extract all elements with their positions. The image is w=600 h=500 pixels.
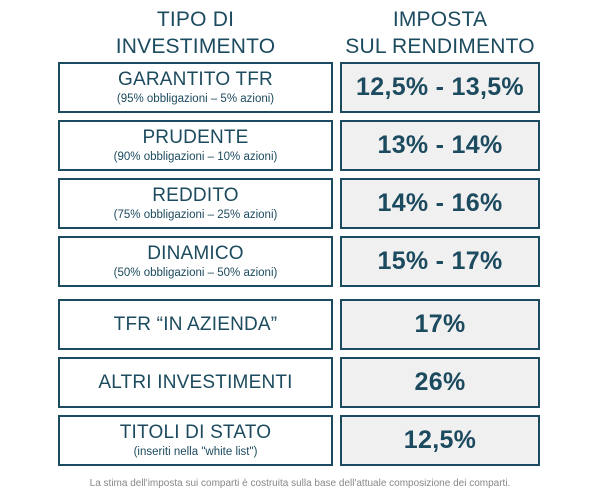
tax-rate-cell: 13% - 14% (340, 120, 540, 171)
header-investment-type: TIPO DI INVESTIMENTO (58, 6, 333, 60)
tax-rate-value: 12,5% (403, 426, 477, 454)
investment-type-cell: GARANTITO TFR (95% obbligazioni – 5% azi… (58, 62, 333, 113)
investment-type-name: DINAMICO (147, 242, 244, 264)
investment-type-cell: DINAMICO (50% obbligazioni – 50% azioni) (58, 236, 333, 287)
investment-type-detail: (inseriti nella "white list") (133, 445, 258, 458)
tax-rate-cell: 12,5% - 13,5% (340, 62, 540, 113)
investment-type-cell: TFR “IN AZIENDA” (58, 299, 333, 350)
tax-rate-value: 15% - 17% (377, 247, 503, 275)
investment-type-name: REDDITO (152, 184, 239, 206)
investment-type-name: ALTRI INVESTIMENTI (98, 371, 293, 393)
tax-rate-cell: 14% - 16% (340, 178, 540, 229)
investment-type-name: TFR “IN AZIENDA” (113, 313, 278, 335)
investment-type-cell: REDDITO (75% obbligazioni – 25% azioni) (58, 178, 333, 229)
footnote: La stima dell'imposta sui comparti è cos… (89, 478, 511, 489)
investment-type-cell: ALTRI INVESTIMENTI (58, 357, 333, 408)
tax-rate-value: 17% (414, 310, 466, 338)
header-tax-rate-line1: IMPOSTA (392, 8, 488, 31)
tax-rate-cell: 26% (340, 357, 540, 408)
tax-rate-value: 14% - 16% (377, 189, 503, 217)
tax-rate-cell: 15% - 17% (340, 236, 540, 287)
investment-type-detail: (90% obbligazioni – 10% azioni) (113, 150, 278, 163)
investment-type-cell: PRUDENTE (90% obbligazioni – 10% azioni) (58, 120, 333, 171)
investment-type-cell: TITOLI DI STATO (inseriti nella "white l… (58, 415, 333, 466)
tax-rate-cell: 17% (340, 299, 540, 350)
investment-type-detail: (95% obbligazioni – 5% azioni) (116, 92, 275, 105)
tax-rate-value: 26% (414, 368, 466, 396)
header-investment-type-line2: INVESTIMENTO (115, 35, 276, 58)
investment-type-detail: (75% obbligazioni – 25% azioni) (113, 208, 278, 221)
header-tax-rate-line2: SUL RENDIMENTO (345, 35, 535, 58)
tax-rate-value: 12,5% - 13,5% (356, 73, 524, 101)
investment-type-detail: (50% obbligazioni – 50% azioni) (113, 266, 278, 279)
tax-rate-cell: 12,5% (340, 415, 540, 466)
tax-rate-value: 13% - 14% (377, 131, 503, 159)
header-investment-type-line1: TIPO DI (156, 8, 235, 31)
investment-type-name: PRUDENTE (142, 126, 249, 148)
investment-type-name: TITOLI DI STATO (119, 421, 272, 443)
investment-type-name: GARANTITO TFR (118, 68, 273, 90)
header-tax-rate: IMPOSTA SUL RENDIMENTO (340, 6, 540, 60)
